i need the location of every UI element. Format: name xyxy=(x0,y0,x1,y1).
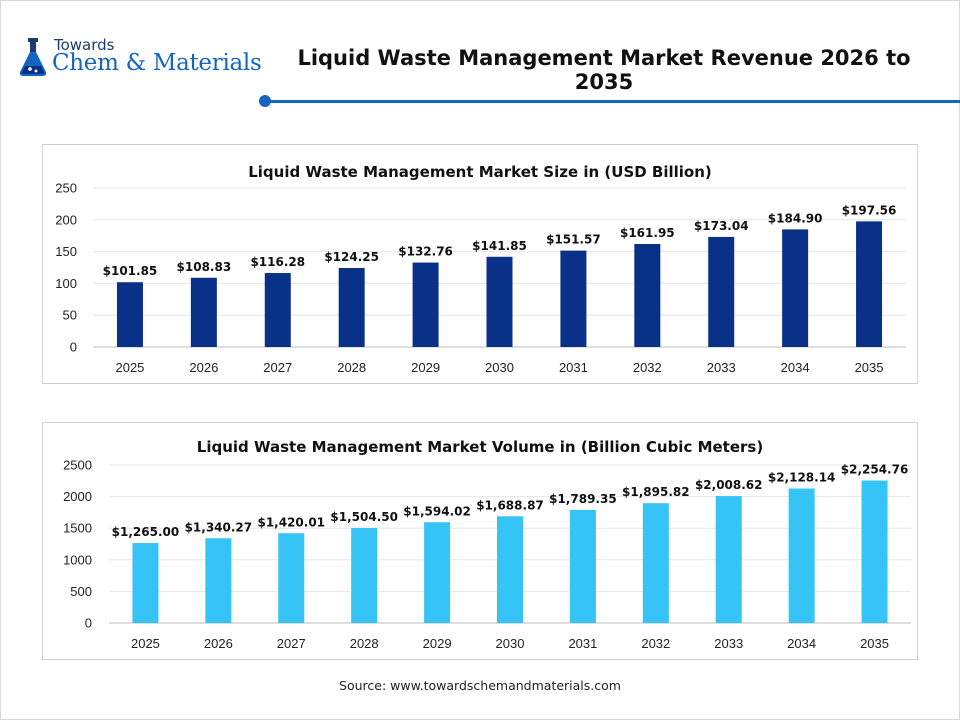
data-label: $1,895.82 xyxy=(622,485,690,499)
data-label: $1,420.01 xyxy=(257,515,325,529)
underline-line xyxy=(265,100,960,103)
bar xyxy=(788,488,815,623)
y-tick-label: 2000 xyxy=(63,489,92,504)
flask-icon xyxy=(19,38,47,76)
revenue-chart-panel: Liquid Waste Management Market Size in (… xyxy=(42,144,918,384)
x-tick-label: 2030 xyxy=(496,636,525,651)
x-tick-label: 2029 xyxy=(423,636,452,651)
data-label: $1,340.27 xyxy=(185,520,253,534)
y-tick-label: 500 xyxy=(70,584,92,599)
x-tick-label: 2029 xyxy=(411,360,440,375)
logo-brand-text: Chem & Materials xyxy=(52,50,262,76)
data-label: $124.25 xyxy=(324,250,379,264)
data-label: $1,265.00 xyxy=(112,525,180,539)
bar xyxy=(338,267,365,347)
x-tick-label: 2026 xyxy=(189,360,218,375)
data-label: $116.28 xyxy=(250,255,305,269)
bar xyxy=(715,496,742,623)
data-label: $132.76 xyxy=(398,245,453,259)
data-label: $197.56 xyxy=(842,203,897,217)
source-note: Source: www.towardschemandmaterials.com xyxy=(339,678,621,693)
chart-title: Liquid Waste Management Market Size in (… xyxy=(248,163,712,181)
bar xyxy=(278,533,305,623)
data-label: $141.85 xyxy=(472,239,527,253)
data-label: $161.95 xyxy=(620,226,675,240)
data-label: $151.57 xyxy=(546,233,601,247)
x-tick-label: 2030 xyxy=(485,360,514,375)
data-label: $101.85 xyxy=(103,264,158,278)
data-label: $2,254.76 xyxy=(841,462,909,476)
bar xyxy=(642,503,669,623)
chart-title: Liquid Waste Management Market Volume in… xyxy=(197,438,763,456)
data-label: $108.83 xyxy=(177,260,232,274)
logo-small-text: Towards xyxy=(54,36,115,54)
data-label: $173.04 xyxy=(694,219,749,233)
x-tick-label: 2025 xyxy=(115,360,144,375)
bar xyxy=(861,480,888,623)
data-label: $2,008.62 xyxy=(695,478,763,492)
bar xyxy=(412,262,439,347)
bar xyxy=(634,243,661,347)
y-tick-label: 0 xyxy=(85,616,92,631)
bar xyxy=(351,527,378,623)
bar xyxy=(560,250,587,347)
x-tick-label: 2025 xyxy=(131,636,160,651)
y-tick-label: 100 xyxy=(55,276,77,291)
x-tick-label: 2031 xyxy=(568,636,597,651)
bar xyxy=(190,277,217,347)
data-label: $1,688.87 xyxy=(476,498,544,512)
x-tick-label: 2027 xyxy=(263,360,292,375)
x-tick-label: 2028 xyxy=(350,636,379,651)
bar xyxy=(497,516,523,623)
bar xyxy=(782,229,809,347)
underline-dot xyxy=(259,95,271,107)
y-tick-label: 1000 xyxy=(63,552,92,567)
data-label: $184.90 xyxy=(768,211,823,225)
title-underline xyxy=(257,94,960,108)
data-label: $1,789.35 xyxy=(549,492,617,506)
x-tick-label: 2027 xyxy=(277,636,306,651)
x-tick-label: 2033 xyxy=(714,636,743,651)
data-label: $2,128.14 xyxy=(768,471,836,485)
data-label: $1,594.02 xyxy=(403,504,471,518)
x-tick-label: 2035 xyxy=(855,360,884,375)
volume-chart-panel: Liquid Waste Management Market Volume in… xyxy=(42,422,918,660)
x-tick-label: 2032 xyxy=(633,360,662,375)
y-tick-label: 1500 xyxy=(63,521,92,536)
y-tick-label: 150 xyxy=(55,244,77,259)
volume-chart: Liquid Waste Management Market Volume in… xyxy=(63,438,911,651)
bar xyxy=(856,221,883,347)
page-title: Liquid Waste Management Market Revenue 2… xyxy=(297,46,911,94)
y-tick-label: 2500 xyxy=(63,458,92,473)
x-tick-label: 2035 xyxy=(860,636,889,651)
bar xyxy=(264,273,291,347)
y-tick-label: 200 xyxy=(55,212,77,227)
bar xyxy=(205,538,232,623)
y-tick-label: 250 xyxy=(55,181,77,196)
x-tick-label: 2028 xyxy=(337,360,366,375)
bar xyxy=(116,282,143,347)
x-tick-label: 2034 xyxy=(787,636,816,651)
data-label: $1,504.50 xyxy=(330,510,398,524)
bar xyxy=(486,256,513,347)
revenue-chart: Liquid Waste Management Market Size in (… xyxy=(55,163,906,375)
bar xyxy=(132,543,159,623)
x-tick-label: 2031 xyxy=(559,360,588,375)
bar xyxy=(424,522,451,623)
x-tick-label: 2033 xyxy=(707,360,736,375)
y-tick-label: 0 xyxy=(70,340,77,355)
x-tick-label: 2034 xyxy=(781,360,810,375)
bar xyxy=(708,236,735,347)
brand-logo: Towards Chem & Materials xyxy=(16,34,266,84)
bar xyxy=(569,509,596,623)
x-tick-label: 2026 xyxy=(204,636,233,651)
y-tick-label: 50 xyxy=(63,308,77,323)
x-tick-label: 2032 xyxy=(641,636,670,651)
